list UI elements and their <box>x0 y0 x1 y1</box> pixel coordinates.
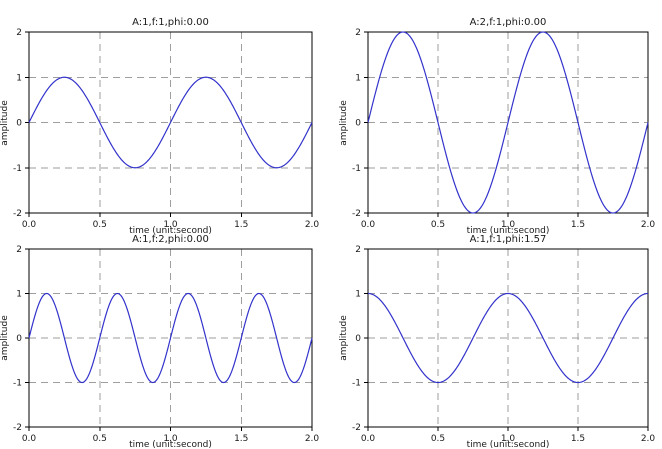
svg-text:2.0: 2.0 <box>305 220 320 230</box>
svg-text:2: 2 <box>355 28 361 38</box>
svg-text:2: 2 <box>16 245 22 255</box>
svg-text:2.0: 2.0 <box>305 434 320 444</box>
svg-text:0.5: 0.5 <box>93 434 107 444</box>
svg-text:1.5: 1.5 <box>571 220 585 230</box>
svg-text:2.0: 2.0 <box>641 434 656 444</box>
svg-text:1.0: 1.0 <box>163 434 178 444</box>
x-axis-label: time (unit:second) <box>466 226 550 236</box>
svg-text:0: 0 <box>16 119 22 129</box>
svg-text:2: 2 <box>16 28 22 38</box>
svg-text:1: 1 <box>16 73 22 83</box>
svg-text:0.5: 0.5 <box>93 220 107 230</box>
x-axis-label: time (unit:second) <box>129 226 212 236</box>
svg-text:-1: -1 <box>352 164 361 174</box>
svg-text:2.0: 2.0 <box>641 220 656 230</box>
svg-text:-2: -2 <box>13 209 22 219</box>
svg-text:0.0: 0.0 <box>361 434 376 444</box>
svg-text:-1: -1 <box>352 379 361 389</box>
svg-text:1: 1 <box>355 73 361 83</box>
svg-text:0: 0 <box>355 334 361 344</box>
svg-text:-1: -1 <box>13 164 22 174</box>
svg-text:1: 1 <box>355 290 361 300</box>
svg-text:0.5: 0.5 <box>431 434 445 444</box>
plot-canvas: 0.0 0.5 1.0 1.5 2.0 -2 -1 0 1 2 <box>13 28 320 230</box>
svg-text:0.0: 0.0 <box>22 220 37 230</box>
x-axis-label: time (unit:second) <box>129 440 212 449</box>
svg-text:0.5: 0.5 <box>431 220 445 230</box>
svg-text:1.5: 1.5 <box>234 434 248 444</box>
svg-text:-2: -2 <box>352 209 361 219</box>
svg-text:0: 0 <box>355 119 361 129</box>
plot-canvas: 0.0 0.5 1.0 1.5 2.0 -2 -1 0 1 2 <box>352 28 656 230</box>
svg-text:1.5: 1.5 <box>234 220 248 230</box>
svg-text:-1: -1 <box>13 379 22 389</box>
plot-canvas: 0.0 0.5 1.0 1.5 2.0 -2 -1 0 1 2 <box>352 245 656 444</box>
svg-text:1.0: 1.0 <box>501 220 516 230</box>
svg-text:1.5: 1.5 <box>571 434 585 444</box>
svg-text:-2: -2 <box>352 423 361 433</box>
plot-title: A:1,f:1,phi:1.57 <box>469 234 547 245</box>
svg-text:-2: -2 <box>13 423 22 433</box>
x-axis-label: time (unit:second) <box>466 440 550 449</box>
svg-text:2: 2 <box>355 245 361 255</box>
plot-canvas: 0.0 0.5 1.0 1.5 2.0 -2 -1 0 1 2 <box>13 245 320 444</box>
svg-text:0: 0 <box>16 334 22 344</box>
svg-text:0.0: 0.0 <box>361 220 376 230</box>
plot-title: A:1,f:2,phi:0.00 <box>132 234 209 245</box>
svg-text:0.0: 0.0 <box>22 434 37 444</box>
plot-title: A:2,f:1,phi:0.00 <box>469 17 547 28</box>
plot-title: A:1,f:1,phi:0.00 <box>132 17 209 28</box>
svg-text:1.0: 1.0 <box>163 220 178 230</box>
svg-text:1: 1 <box>16 290 22 300</box>
svg-text:1.0: 1.0 <box>501 434 516 444</box>
